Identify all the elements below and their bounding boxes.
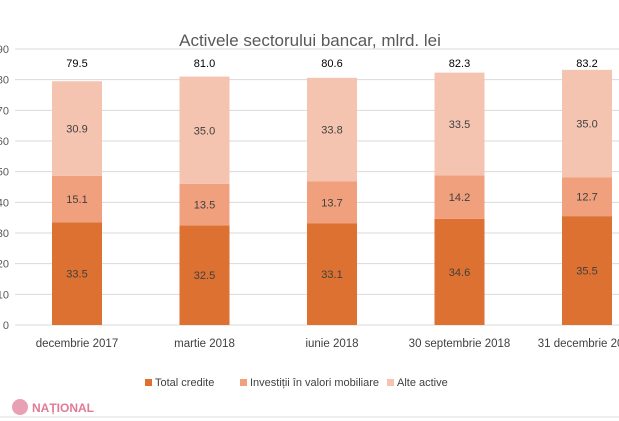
bar-segment — [179, 76, 230, 184]
y-tick-label: 40 — [0, 197, 9, 209]
bar-segment — [434, 175, 485, 219]
legend-item: Alte active — [387, 377, 448, 389]
total-label: 83.2 — [576, 58, 597, 70]
y-tick-label: 30 — [0, 228, 9, 240]
y-tick-label: 60 — [0, 136, 9, 148]
bar-segment — [307, 77, 357, 182]
data-label: 34.6 — [449, 267, 470, 279]
x-category-label: 31 decembrie 2018 — [538, 338, 619, 350]
legend-swatch — [240, 379, 247, 386]
legend-swatch — [145, 379, 152, 386]
legend-label: Total credite — [155, 377, 214, 389]
data-label: 14.2 — [449, 192, 470, 204]
data-label: 33.5 — [66, 269, 87, 281]
data-label: 32.5 — [194, 270, 215, 282]
y-tick-label: 20 — [0, 259, 9, 271]
y-tick-label: 10 — [0, 289, 9, 301]
y-tick-label: 90 — [0, 44, 9, 56]
legend-swatch — [387, 379, 394, 386]
bar-segment — [179, 183, 230, 226]
legend-item: Total credite — [145, 377, 214, 389]
data-label: 33.8 — [321, 125, 342, 137]
y-tick-label: 70 — [0, 105, 9, 117]
total-label: 82.3 — [449, 58, 470, 70]
data-label: 35.5 — [576, 266, 597, 278]
watermark-text: NAȚIONAL — [32, 401, 94, 415]
bar-segment — [52, 81, 102, 176]
total-label: 80.6 — [321, 58, 342, 70]
legend-label: Alte active — [397, 377, 448, 389]
x-category-label: decembrie 2017 — [36, 338, 118, 350]
legend-item: Investiții în valori mobiliare — [240, 377, 379, 389]
data-label: 33.5 — [449, 119, 470, 131]
x-category-label: iunie 2018 — [305, 338, 358, 350]
y-tick-label: 50 — [0, 167, 9, 179]
bar-segment — [434, 72, 485, 176]
data-label: 12.7 — [576, 192, 597, 204]
data-label: 13.7 — [321, 197, 342, 209]
bar-segment — [562, 216, 612, 325]
total-label: 81.0 — [194, 58, 215, 70]
bar-segment — [52, 222, 102, 325]
data-label: 30.9 — [66, 124, 87, 136]
bar-segment — [434, 218, 485, 325]
bar-segment — [52, 175, 102, 223]
bar-segment — [307, 181, 357, 224]
bar-segment — [179, 225, 230, 325]
bar-segment — [562, 177, 612, 217]
x-category-label: 30 septembrie 2018 — [409, 338, 511, 350]
data-label: 33.1 — [321, 269, 342, 281]
y-tick-label: 80 — [0, 75, 9, 87]
bar-segment — [307, 223, 357, 325]
x-category-label: martie 2018 — [174, 338, 235, 350]
data-label: 15.1 — [66, 194, 87, 206]
total-label: 79.5 — [66, 58, 87, 70]
bar-segment — [562, 69, 612, 178]
data-label: 35.0 — [576, 119, 597, 131]
watermark-logo: NAȚIONAL — [0, 399, 619, 418]
data-label: 35.0 — [194, 125, 215, 137]
data-label: 13.5 — [194, 200, 215, 212]
y-tick-label: 0 — [3, 320, 9, 332]
chart-title: Activele sectorului bancar, mlrd. lei — [179, 31, 441, 50]
legend-label: Investiții în valori mobiliare — [250, 377, 379, 389]
